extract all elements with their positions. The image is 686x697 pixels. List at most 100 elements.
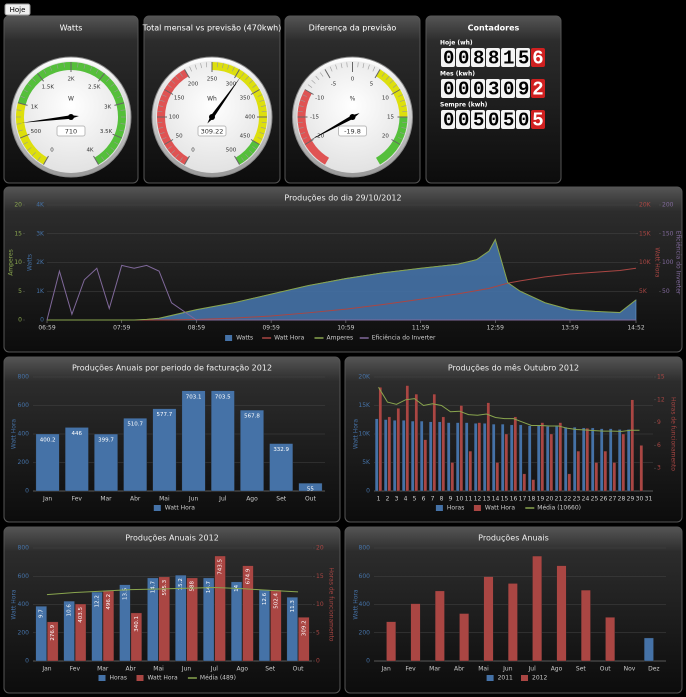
bar bbox=[35, 606, 47, 662]
legend-symbol bbox=[225, 335, 233, 341]
x-tick-label: 23 bbox=[573, 496, 581, 503]
legend-symbol bbox=[486, 675, 494, 681]
gauge-minor-tick bbox=[402, 110, 408, 113]
bar bbox=[605, 617, 615, 662]
axis-title: Watts bbox=[27, 254, 34, 271]
data-label: 510.7 bbox=[127, 422, 143, 428]
data-label: 11.3 bbox=[290, 600, 296, 613]
gauge-minor-tick bbox=[194, 64, 197, 70]
axis-title: Watt Hora bbox=[654, 247, 661, 277]
bar bbox=[214, 555, 226, 662]
legend-label: Watt Hora bbox=[485, 505, 515, 512]
gauge-minor-tick bbox=[300, 99, 306, 102]
y-tick-label: 15 bbox=[316, 573, 324, 580]
x-tick-label: 07:59 bbox=[113, 325, 130, 332]
y-tick-label: 10K bbox=[639, 259, 652, 266]
gauge-minor-tick bbox=[248, 150, 254, 155]
bar bbox=[459, 613, 469, 662]
gauge-minor-tick bbox=[56, 63, 59, 69]
x-tick-label: Jan bbox=[42, 496, 52, 503]
gauge-tick-label: 100 bbox=[169, 115, 180, 121]
gauge-minor-tick bbox=[101, 156, 105, 161]
y-tick-label: 0 bbox=[25, 488, 29, 495]
data-label: 400.2 bbox=[40, 437, 56, 443]
digit-box bbox=[516, 110, 530, 129]
y-tick-label: 0 bbox=[18, 317, 22, 324]
gauge-minor-tick bbox=[170, 150, 176, 155]
y-tick-label: 20 bbox=[14, 202, 22, 209]
bar bbox=[464, 422, 469, 492]
gauge-pivot bbox=[68, 114, 74, 120]
x-tick-label: Mai bbox=[478, 666, 489, 673]
gauge-minor-tick bbox=[261, 110, 267, 113]
y-tick-label: 0 bbox=[316, 658, 320, 665]
gauge-minor-tick bbox=[315, 75, 320, 81]
data-label: 309.2 bbox=[301, 620, 307, 636]
gauge-minor-tick bbox=[159, 132, 165, 135]
gauge-minor-tick bbox=[245, 75, 250, 81]
gauge-tick bbox=[19, 133, 30, 139]
gauge-minor-tick bbox=[399, 99, 405, 102]
x-tick-label: 14:52 bbox=[627, 325, 644, 332]
gauge-tick-label: 1.5K bbox=[42, 84, 55, 90]
gauge-minor-tick bbox=[248, 79, 254, 84]
bar bbox=[286, 597, 298, 662]
y-tick-label: 400 bbox=[18, 431, 30, 438]
gauge-tick-label: 350 bbox=[240, 96, 251, 102]
button-label[interactable]: Hoje bbox=[10, 6, 26, 14]
x-tick-label: 21 bbox=[555, 496, 563, 503]
gauge-tick bbox=[93, 155, 99, 165]
bar bbox=[554, 426, 559, 492]
x-tick-label: 8 bbox=[440, 496, 444, 503]
gauge-minor-tick bbox=[95, 69, 99, 74]
gauge-unit: Wh bbox=[207, 96, 217, 103]
y-tick-label: 2K bbox=[36, 259, 45, 266]
x-tick-label: Mar bbox=[97, 666, 109, 673]
axis-title: Horas de funcionamento bbox=[670, 397, 677, 471]
gauge-minor-tick bbox=[110, 147, 115, 151]
bar bbox=[518, 424, 523, 492]
gauge-minor-tick bbox=[106, 77, 111, 82]
gauge-minor-tick bbox=[216, 62, 219, 68]
y-tick-label: 5 bbox=[18, 288, 22, 295]
bar bbox=[419, 420, 424, 492]
gauge-minor-tick bbox=[245, 153, 250, 159]
gauge-tick bbox=[112, 133, 123, 139]
x-tick-label: 16 bbox=[510, 496, 518, 503]
x-tick-label: Set bbox=[576, 666, 587, 673]
gauge-tick bbox=[391, 139, 401, 145]
gauge-minor-tick bbox=[381, 72, 386, 77]
gauge-minor-tick bbox=[297, 121, 303, 124]
y-tick-label: 200 bbox=[18, 629, 30, 636]
bar bbox=[374, 418, 379, 492]
x-tick-label: 08:59 bbox=[188, 325, 205, 332]
button[interactable] bbox=[4, 3, 31, 16]
bar bbox=[386, 621, 396, 662]
axis-title: Horas de funcionamento bbox=[328, 568, 335, 642]
bar bbox=[504, 433, 509, 492]
bar bbox=[378, 387, 383, 492]
gauge-minor-tick bbox=[227, 64, 230, 70]
chart-title: Produções Anuais 2012 bbox=[125, 534, 219, 543]
gauge-minor-tick bbox=[392, 84, 398, 88]
x-tick-label: Jul bbox=[528, 666, 537, 673]
x-tick-label: 30 bbox=[636, 496, 644, 503]
y-tick-label: 5K bbox=[362, 459, 371, 466]
gauge-value-box bbox=[338, 125, 367, 137]
x-tick-label: 22 bbox=[564, 496, 572, 503]
bar bbox=[410, 603, 421, 662]
gauge-minor-tick bbox=[167, 84, 172, 88]
y-tick-label: 15K bbox=[358, 402, 371, 409]
gauge-tick-label: 150 bbox=[174, 96, 185, 102]
x-tick-label: 29 bbox=[627, 496, 635, 503]
y-tick-label: 1K bbox=[36, 288, 45, 295]
counters-title: Contadores bbox=[468, 24, 520, 33]
bar bbox=[473, 423, 478, 492]
gauge-tick bbox=[304, 139, 314, 145]
x-tick-label: Ago bbox=[551, 666, 563, 673]
gauge-minor-tick bbox=[241, 157, 245, 162]
bar bbox=[558, 422, 563, 492]
data-label: 502.4 bbox=[273, 593, 279, 609]
gauge-tick-label: 300 bbox=[226, 82, 237, 88]
